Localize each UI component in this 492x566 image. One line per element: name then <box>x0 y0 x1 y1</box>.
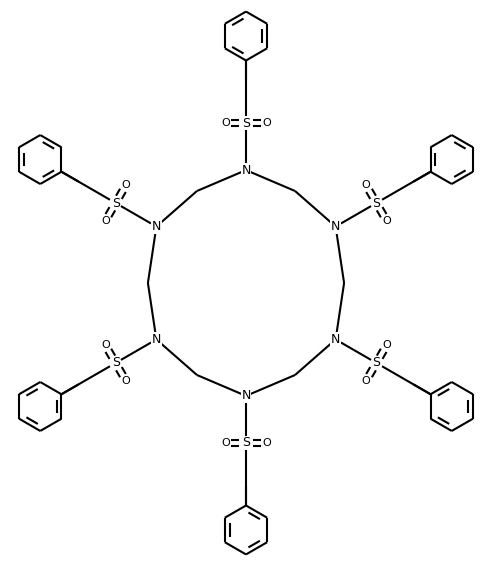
Text: O: O <box>362 376 370 386</box>
Text: O: O <box>122 180 130 190</box>
Text: S: S <box>242 117 250 130</box>
Text: S: S <box>372 196 380 209</box>
Text: S: S <box>372 357 380 370</box>
Text: O: O <box>122 376 130 386</box>
Text: O: O <box>221 118 230 128</box>
Text: N: N <box>152 333 161 346</box>
Text: O: O <box>362 180 370 190</box>
Text: N: N <box>241 389 251 402</box>
Text: O: O <box>221 438 230 448</box>
Text: N: N <box>152 220 161 233</box>
Text: O: O <box>382 216 391 226</box>
Text: O: O <box>101 340 110 350</box>
Text: O: O <box>382 340 391 350</box>
Text: N: N <box>241 164 251 177</box>
Text: S: S <box>112 196 120 209</box>
Text: O: O <box>262 438 271 448</box>
Text: O: O <box>101 216 110 226</box>
Text: N: N <box>331 220 340 233</box>
Text: O: O <box>262 118 271 128</box>
Text: S: S <box>242 436 250 449</box>
Text: S: S <box>112 357 120 370</box>
Text: N: N <box>331 333 340 346</box>
